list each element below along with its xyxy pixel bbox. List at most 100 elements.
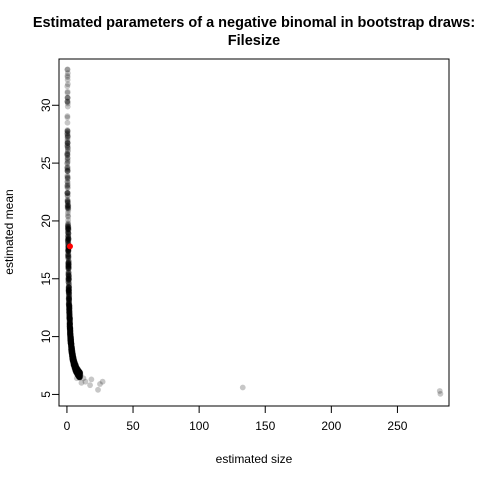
data-point	[71, 359, 78, 366]
data-point	[67, 335, 74, 342]
data-point	[70, 360, 77, 367]
data-point	[76, 372, 83, 378]
data-point	[67, 324, 73, 331]
data-point	[73, 365, 79, 372]
data-point	[70, 356, 77, 362]
data-point	[70, 355, 76, 361]
data-point	[68, 349, 75, 356]
data-point	[71, 362, 78, 368]
data-point	[69, 347, 75, 354]
data-point	[73, 367, 80, 374]
data-point	[65, 303, 72, 309]
data-point	[75, 369, 82, 376]
data-point	[70, 351, 76, 357]
data-point	[66, 321, 73, 328]
data-point	[66, 320, 73, 327]
data-point	[67, 339, 74, 346]
data-point	[66, 311, 73, 318]
data-point	[70, 356, 77, 363]
data-point	[73, 369, 80, 376]
data-point	[65, 260, 72, 267]
data-point	[71, 363, 78, 370]
data-point	[69, 351, 76, 358]
data-point	[69, 352, 76, 359]
data-point	[70, 357, 77, 363]
data-point	[67, 337, 74, 343]
data-point	[69, 352, 76, 359]
data-point	[72, 363, 79, 370]
data-point	[65, 301, 72, 308]
data-point	[67, 329, 74, 336]
data-point	[67, 317, 73, 324]
data-point	[76, 371, 83, 378]
data-point	[72, 367, 79, 374]
x-tick-label: 0	[64, 419, 71, 433]
data-point	[69, 356, 76, 363]
data-point	[74, 366, 81, 373]
data-point	[72, 361, 79, 368]
data-point	[74, 367, 81, 374]
data-point	[66, 324, 73, 331]
data-point	[68, 344, 75, 350]
data-point	[70, 357, 76, 364]
data-point	[71, 363, 78, 370]
data-point	[68, 338, 75, 345]
data-point	[68, 346, 75, 353]
data-point	[68, 337, 74, 344]
data-point	[68, 336, 75, 343]
data-point	[64, 142, 71, 149]
data-point	[76, 369, 83, 376]
data-point	[65, 236, 71, 242]
data-point	[68, 341, 74, 348]
data-point	[66, 313, 73, 320]
data-point	[64, 155, 71, 162]
data-point	[67, 327, 74, 334]
data-point	[72, 361, 78, 368]
data-point	[66, 305, 73, 312]
data-point	[69, 351, 76, 358]
data-point	[73, 362, 79, 368]
data-point	[66, 317, 73, 324]
data-point	[77, 372, 83, 378]
data-point	[71, 359, 78, 366]
data-point	[66, 309, 72, 316]
data-point	[67, 331, 74, 338]
data-point	[66, 305, 73, 312]
data-point	[76, 373, 83, 380]
data-point	[68, 338, 74, 344]
data-point	[71, 360, 78, 367]
data-point	[75, 371, 82, 378]
data-point	[68, 341, 75, 348]
data-point	[65, 277, 72, 283]
data-point	[67, 340, 74, 346]
data-point	[68, 349, 75, 356]
data-point	[67, 340, 74, 347]
data-point	[75, 369, 82, 376]
data-point	[68, 341, 74, 348]
data-point	[71, 362, 78, 368]
data-point	[70, 359, 77, 366]
data-point	[76, 368, 82, 375]
data-point	[71, 363, 78, 370]
data-point	[66, 306, 73, 312]
data-point	[74, 371, 81, 378]
data-point	[68, 345, 74, 352]
data-point	[66, 321, 73, 328]
data-point	[65, 232, 72, 239]
data-point	[67, 329, 73, 336]
data-point	[66, 291, 72, 298]
data-point	[64, 128, 71, 135]
data-point	[73, 369, 80, 376]
data-point	[74, 368, 80, 375]
data-point	[74, 371, 81, 377]
data-point	[72, 364, 79, 371]
data-point	[71, 358, 77, 365]
data-point	[74, 369, 81, 376]
data-point	[66, 327, 73, 334]
data-point	[71, 360, 78, 367]
data-point	[66, 322, 73, 329]
data-point	[73, 369, 80, 376]
data-point	[67, 328, 73, 335]
data-point	[71, 364, 78, 370]
